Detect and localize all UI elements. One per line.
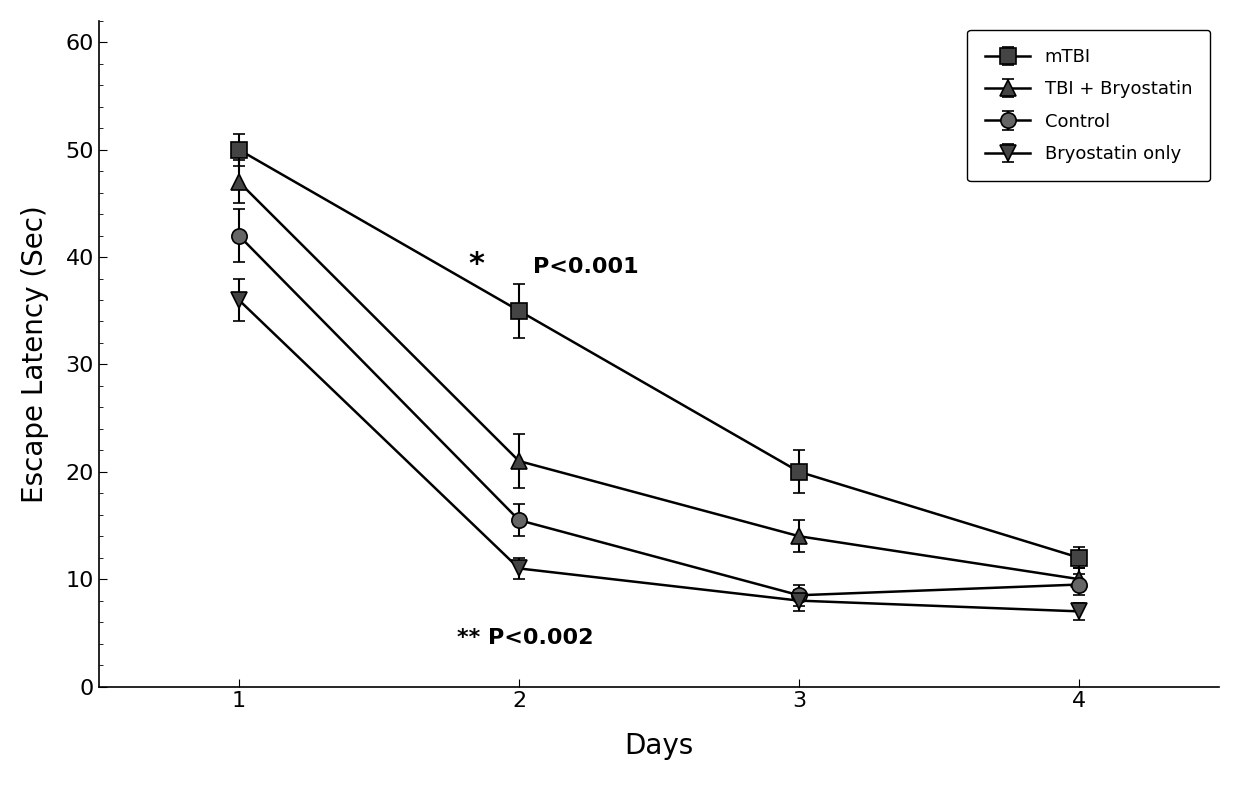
Y-axis label: Escape Latency (Sec): Escape Latency (Sec) xyxy=(21,205,48,503)
Text: P<0.001: P<0.001 xyxy=(533,257,639,277)
X-axis label: Days: Days xyxy=(625,732,693,760)
Legend: mTBI, TBI + Bryostatin, Control, Bryostatin only: mTBI, TBI + Bryostatin, Control, Bryosta… xyxy=(967,29,1210,181)
Text: *: * xyxy=(469,250,485,279)
Text: ** P<0.002: ** P<0.002 xyxy=(458,627,594,648)
